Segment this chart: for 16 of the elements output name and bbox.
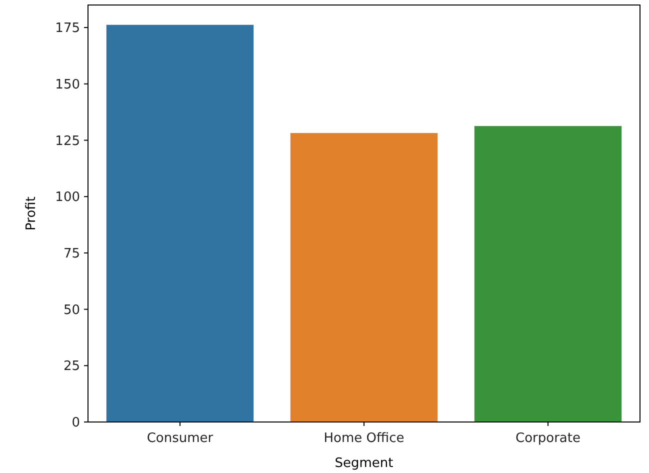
x-tick-label: Home Office xyxy=(324,431,404,446)
y-tick-label: 50 xyxy=(63,302,80,318)
x-tick-label: Consumer xyxy=(146,431,214,446)
y-tick-label: 75 xyxy=(63,246,80,262)
bar xyxy=(474,126,622,422)
bar xyxy=(106,24,254,422)
y-tick-label: 150 xyxy=(55,77,80,92)
y-tick-label: 25 xyxy=(63,359,80,374)
y-axis-title: Profit xyxy=(24,196,39,230)
y-tick-label: 175 xyxy=(55,21,80,36)
bar xyxy=(290,133,438,422)
y-tick-label: 0 xyxy=(72,416,80,431)
y-tick-label: 125 xyxy=(55,134,80,149)
x-axis-title: Segment xyxy=(334,456,394,471)
x-tick-label: Corporate xyxy=(516,431,580,446)
y-tick-label: 100 xyxy=(55,190,80,206)
